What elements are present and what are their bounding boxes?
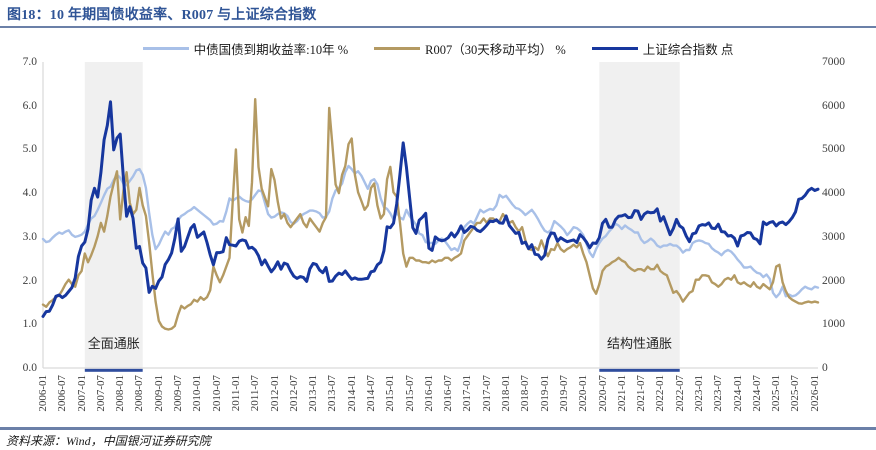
chart-legend: 中债国债到期收益率:10年 % R007（30天移动平均） % 上证综合指数 点 — [0, 39, 876, 58]
legend-label-sse: 上证综合指数 点 — [642, 43, 734, 57]
legend-item-r007: R007（30天移动平均） % — [374, 39, 566, 58]
sse-line-swatch — [591, 47, 638, 50]
legend-item-sse: 上证综合指数 点 — [591, 39, 734, 58]
source-note: 资料来源：Wind，中国银河证券研究院 — [6, 434, 211, 448]
series-line-bond10y — [41, 164, 820, 299]
highlight-region-0 — [84, 62, 143, 368]
title-divider — [0, 26, 876, 28]
figure-title: 图18：10 年期国债收益率、R007 与上证综合指数 — [7, 8, 317, 23]
region-underline-0 — [84, 368, 143, 372]
legend-label-r007: R007（30天移动平均） % — [425, 43, 566, 57]
legend-item-bond10y: 中债国债到期收益率:10年 % — [142, 39, 349, 58]
series-line-r007 — [41, 97, 820, 331]
region-underline-1 — [599, 368, 680, 372]
r007-line-swatch — [374, 47, 421, 50]
footer-divider — [0, 427, 876, 430]
series-line-sse — [41, 100, 820, 318]
bond10y-line-swatch — [142, 47, 189, 50]
legend-label-bond10y: 中债国债到期收益率:10年 % — [193, 43, 349, 57]
